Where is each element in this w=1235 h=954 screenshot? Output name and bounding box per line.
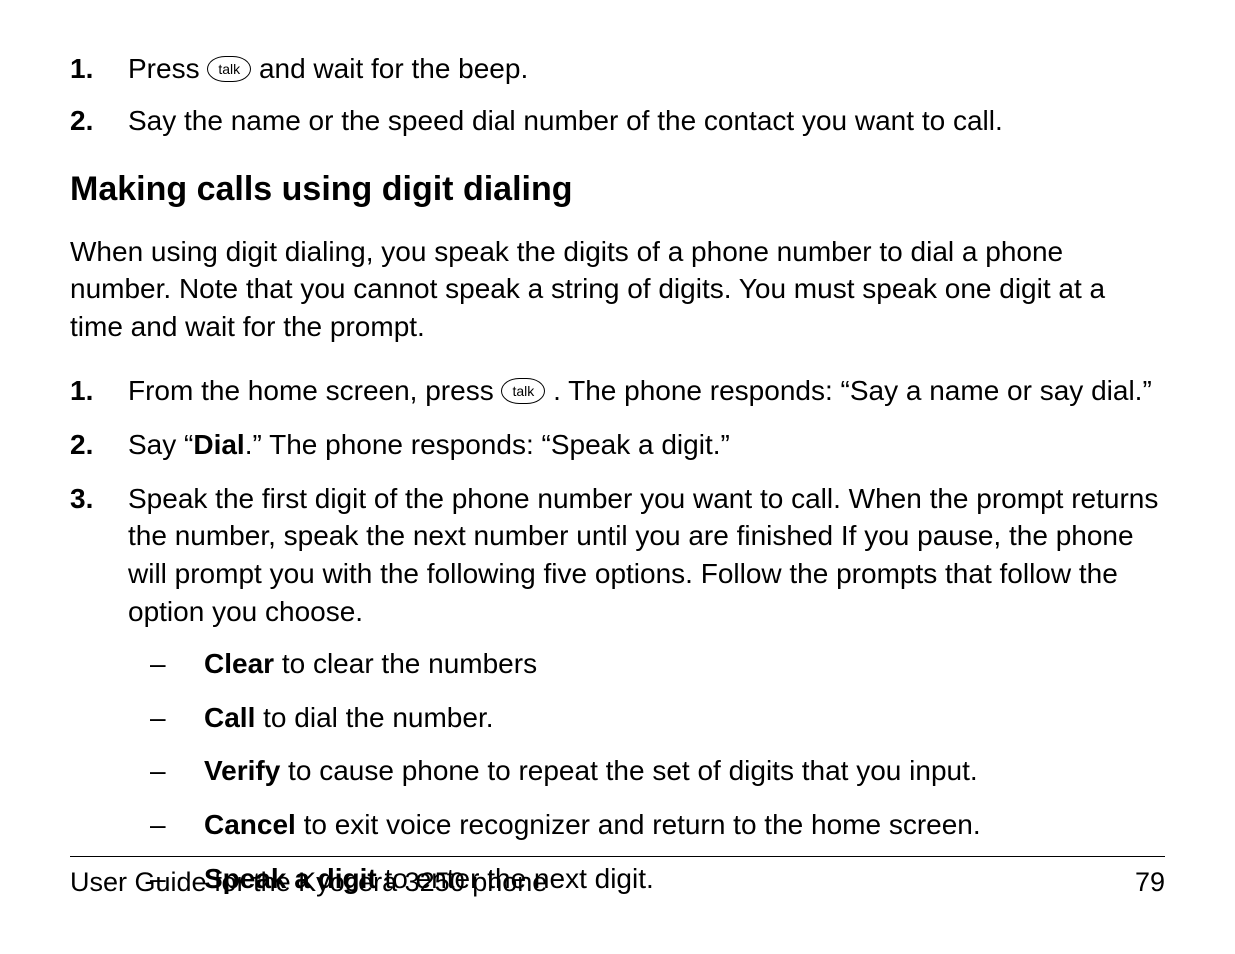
text-fragment: . The phone responds: “Say a name or say… — [553, 375, 1152, 406]
list-item: 1. Press talk and wait for the beep. — [70, 50, 1165, 88]
list-item: – Cancel to exit voice recognizer and re… — [150, 806, 1165, 844]
step-body: Say “Dial.” The phone responds: “Speak a… — [128, 426, 1165, 464]
step-body: Say the name or the speed dial number of… — [128, 102, 1165, 140]
step-body: Press talk and wait for the beep. — [128, 50, 1165, 88]
talk-icon: talk — [501, 378, 545, 404]
text-fragment: Press — [128, 53, 207, 84]
bold-command: Call — [204, 702, 255, 733]
list-item: 3. Speak the first digit of the phone nu… — [70, 480, 1165, 914]
footer-title: User Guide for the Kyocera 3250 phone — [70, 867, 547, 898]
step-number: 2. — [70, 426, 128, 464]
step-body: Speak the first digit of the phone numbe… — [128, 480, 1165, 914]
list-item: 2. Say “Dial.” The phone responds: “Spea… — [70, 426, 1165, 464]
list-item: – Call to dial the number. — [150, 699, 1165, 737]
bold-command: Clear — [204, 648, 274, 679]
option-body: Clear to clear the numbers — [204, 645, 537, 683]
list-item: 1. From the home screen, press talk . Th… — [70, 372, 1165, 410]
option-body: Call to dial the number. — [204, 699, 494, 737]
step-number: 2. — [70, 102, 128, 140]
text-fragment: and wait for the beep. — [259, 53, 528, 84]
page-footer: User Guide for the Kyocera 3250 phone 79 — [70, 856, 1165, 898]
list-item: – Clear to clear the numbers — [150, 645, 1165, 683]
option-body: Cancel to exit voice recognizer and retu… — [204, 806, 981, 844]
manual-page: 1. Press talk and wait for the beep. 2. … — [0, 0, 1235, 954]
talk-icon: talk — [207, 56, 251, 82]
section-heading: Making calls using digit dialing — [70, 170, 1165, 209]
bold-command: Dial — [193, 429, 244, 460]
text-fragment: From the home screen, press — [128, 375, 501, 406]
text-fragment: to cause phone to repeat the set of digi… — [280, 755, 977, 786]
text-fragment: to dial the number. — [255, 702, 493, 733]
bold-command: Cancel — [204, 809, 296, 840]
digit-dialing-step-list: 1. From the home screen, press talk . Th… — [70, 372, 1165, 914]
dash-bullet: – — [150, 699, 204, 737]
intro-paragraph: When using digit dialing, you speak the … — [70, 233, 1165, 346]
dash-bullet: – — [150, 752, 204, 790]
bold-command: Verify — [204, 755, 280, 786]
intro-step-list: 1. Press talk and wait for the beep. 2. … — [70, 50, 1165, 140]
text-fragment: to clear the numbers — [274, 648, 537, 679]
list-item: 2. Say the name or the speed dial number… — [70, 102, 1165, 140]
list-item: – Verify to cause phone to repeat the se… — [150, 752, 1165, 790]
text-fragment: Say “ — [128, 429, 193, 460]
step-number: 1. — [70, 50, 128, 88]
step-body: From the home screen, press talk . The p… — [128, 372, 1165, 410]
dash-bullet: – — [150, 806, 204, 844]
page-number: 79 — [1135, 867, 1165, 898]
text-fragment: to exit voice recognizer and return to t… — [296, 809, 981, 840]
text-fragment: .” The phone responds: “Speak a digit.” — [245, 429, 730, 460]
option-body: Verify to cause phone to repeat the set … — [204, 752, 978, 790]
step-number: 3. — [70, 480, 128, 518]
text-fragment: Speak the first digit of the phone numbe… — [128, 483, 1158, 627]
step-number: 1. — [70, 372, 128, 410]
dash-bullet: – — [150, 645, 204, 683]
